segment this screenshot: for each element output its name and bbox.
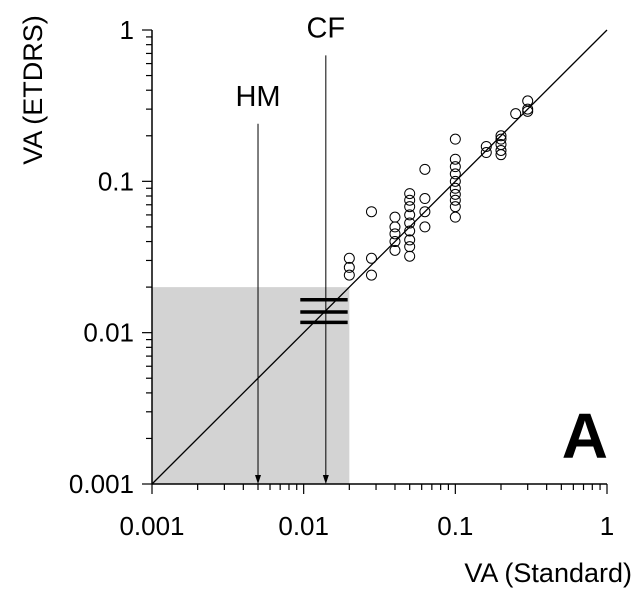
data-point [404,225,416,237]
data-point [449,194,461,206]
data-point [404,241,416,253]
panel-label: A [562,400,608,472]
data-point [343,252,355,264]
data-point [522,105,534,117]
data-point [419,206,431,218]
annotation-arrow-head [255,475,262,484]
x-tick-label: 0.1 [437,511,473,541]
axis-ticks [142,29,608,494]
data-point [365,252,377,264]
data-point [419,163,431,175]
data-point [449,188,461,200]
data-point [419,221,431,233]
data-point [495,130,507,142]
y-axis-title: VA (ETDRS) [18,15,48,165]
data-point [404,188,416,200]
x-tick-label: 1 [600,511,614,541]
data-points [343,95,534,281]
x-tick-label: 0.001 [119,511,184,541]
data-point [449,211,461,223]
data-point [389,244,401,256]
data-point [389,221,401,233]
y-tick-label: 0.1 [98,166,134,196]
data-point [480,140,492,152]
data-point [365,206,377,218]
data-point [495,149,507,161]
data-point [449,168,461,180]
data-point [389,211,401,223]
annotation-arrow-head [322,475,329,484]
data-point [449,201,461,213]
data-point [365,269,377,281]
annotation-arrows: HM CF [235,12,345,484]
data-point [480,147,492,159]
data-point [343,261,355,273]
axis-tick-labels: 0.001 0.01 0.1 1 0.001 0.01 0.1 1 [69,15,614,541]
y-tick-label: 0.01 [83,318,134,348]
data-point [404,209,416,221]
annotation-label: HM [235,81,280,113]
y-tick-label: 0.001 [69,469,134,499]
data-point [495,133,507,145]
data-point [419,193,431,205]
data-point [404,250,416,262]
data-point [495,144,507,156]
data-point [449,175,461,187]
data-point [389,236,401,248]
data-point [404,234,416,246]
annotation-label: CF [306,12,345,44]
data-point [449,161,461,173]
data-point [404,217,416,229]
horizontal-bars [300,298,348,325]
data-point [449,133,461,145]
data-point [510,108,522,120]
data-point [343,269,355,281]
data-point [404,201,416,213]
data-point [389,228,401,240]
data-point [449,153,461,165]
y-tick-label: 1 [120,15,134,45]
data-point [449,182,461,194]
x-axis-title: VA (Standard) [464,558,632,588]
x-tick-label: 0.01 [278,511,329,541]
data-point [404,194,416,206]
identity-line [151,29,608,485]
